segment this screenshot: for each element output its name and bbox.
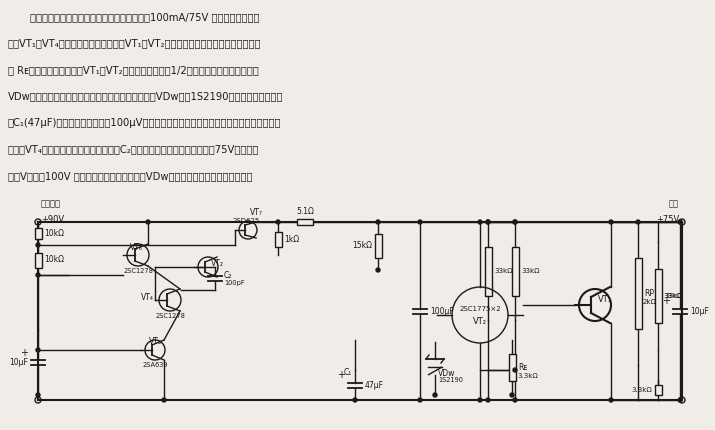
Bar [508, 354, 516, 381]
Text: 2SA639: 2SA639 [142, 362, 168, 368]
Circle shape [418, 220, 422, 224]
Circle shape [510, 393, 514, 397]
Circle shape [146, 220, 150, 224]
Text: +: + [662, 297, 670, 307]
Text: VT₇: VT₇ [250, 208, 263, 217]
Text: 容C₁(47μF)，把输出噪声抑制在100μV以下。误差放大电路的增益过大，容易产生振荡，因: 容C₁(47μF)，把输出噪声抑制在100μV以下。误差放大电路的增益过大，容易… [8, 118, 282, 128]
Circle shape [433, 393, 437, 397]
Circle shape [478, 220, 482, 224]
Text: 33kΩ: 33kΩ [521, 268, 540, 274]
Text: RP: RP [644, 289, 654, 298]
Text: 2SC1278: 2SC1278 [123, 268, 153, 274]
Text: +: + [20, 348, 28, 358]
Circle shape [486, 398, 490, 402]
Bar [297, 219, 313, 225]
Circle shape [609, 220, 613, 224]
Text: 33kΩ: 33kΩ [663, 293, 681, 299]
Bar [34, 228, 41, 239]
Text: 输入电压: 输入电压 [41, 199, 61, 208]
Polygon shape [428, 367, 442, 375]
Text: VT₂: VT₂ [473, 316, 487, 326]
Text: 1kΩ: 1kΩ [284, 235, 299, 244]
Text: 中，VT₁和VT₄构成互补差动放大器，把VT₁和VT₂的差动输出变为单端输出。发射极电: 中，VT₁和VT₄构成互补差动放大器，把VT₁和VT₂的差动输出变为单端输出。发… [8, 39, 262, 49]
Circle shape [636, 220, 640, 224]
Text: 33kΩ: 33kΩ [664, 293, 683, 299]
Text: 2SC1775×2: 2SC1775×2 [459, 306, 500, 312]
Circle shape [36, 243, 40, 247]
Circle shape [486, 220, 490, 224]
Text: 阻 Rᴇ値要这样确定，即使VT₁和VT₂的集电极电压接近1/2输出电压。基准电压稳压管: 阻 Rᴇ値要这样确定，即使VT₁和VT₂的集电极电压接近1/2输出电压。基准电压… [8, 65, 259, 75]
Text: VDᴡ: VDᴡ [438, 369, 455, 378]
Text: 100μF: 100μF [430, 307, 454, 316]
Text: VDᴡ要选用稳定度高、噪声低的稳压二极管，电路中VDᴡ采用1S2190，并在其两端并联电: VDᴡ要选用稳定度高、噪声低的稳压二极管，电路中VDᴡ采用1S2190，并在其两… [8, 92, 284, 101]
Bar [654, 269, 661, 323]
Text: 10kΩ: 10kΩ [44, 229, 64, 238]
Text: 采用互补差动放大器的稳压电源电路，是输出100mA/75V 的高压电源。电路: 采用互补差动放大器的稳压电源电路，是输出100mA/75V 的高压电源。电路 [30, 12, 260, 22]
Text: VT₄: VT₄ [141, 294, 154, 302]
Circle shape [418, 398, 422, 402]
Circle shape [678, 398, 682, 402]
Text: +90V: +90V [41, 215, 64, 224]
Circle shape [478, 398, 482, 402]
Text: VT₂: VT₂ [211, 258, 224, 267]
Text: VT₁: VT₁ [598, 295, 612, 304]
Bar [511, 246, 518, 295]
Text: 2SC1278: 2SC1278 [155, 313, 185, 319]
Text: VT₃: VT₃ [149, 337, 162, 346]
Bar [34, 252, 41, 267]
Circle shape [36, 393, 40, 397]
Circle shape [609, 398, 613, 402]
Text: 100pF: 100pF [224, 280, 245, 286]
Bar [275, 232, 282, 247]
Text: 5.1Ω: 5.1Ω [296, 207, 314, 216]
Text: 47μF: 47μF [365, 381, 384, 390]
Circle shape [486, 220, 490, 224]
Circle shape [513, 398, 517, 402]
Text: 10kΩ: 10kΩ [44, 255, 64, 264]
Circle shape [36, 348, 40, 352]
Circle shape [376, 220, 380, 224]
Bar [485, 246, 491, 295]
Text: Rᴇ: Rᴇ [518, 363, 527, 372]
Text: +: + [337, 371, 345, 381]
Text: 此、在VT₄的集电极与基极之间接入电容C₂进行相位补偶。因输出电压高达75V，所以要: 此、在VT₄的集电极与基极之间接入电容C₂进行相位补偶。因输出电压高达75V，所… [8, 144, 260, 154]
Circle shape [376, 268, 380, 272]
Text: C₁: C₁ [344, 368, 352, 377]
Text: 3.3kΩ: 3.3kΩ [517, 373, 538, 379]
Bar [634, 258, 641, 329]
Text: 选用VⳠ大于100V 的晶体管。基准电压稳压管VDᴡ的地线要靠近输出侧或者加粗。: 选用VⳠ大于100V 的晶体管。基准电压稳压管VDᴡ的地线要靠近输出侧或者加粗。 [8, 171, 252, 181]
Text: 10μF: 10μF [9, 358, 28, 367]
Text: 输出: 输出 [669, 199, 679, 208]
Circle shape [513, 368, 517, 372]
Circle shape [678, 220, 682, 224]
Text: C₂: C₂ [224, 271, 232, 280]
Text: 10μF: 10μF [690, 307, 709, 316]
Text: VT₆: VT₆ [129, 243, 142, 252]
Text: 15kΩ: 15kΩ [352, 242, 372, 251]
Text: +75V: +75V [656, 215, 679, 224]
Text: 3.3kΩ: 3.3kΩ [631, 387, 652, 393]
Text: 1S2190: 1S2190 [438, 377, 463, 383]
Circle shape [353, 398, 357, 402]
Circle shape [162, 398, 166, 402]
Circle shape [513, 220, 517, 224]
Text: 2kΩ: 2kΩ [643, 299, 657, 305]
Circle shape [513, 220, 517, 224]
Circle shape [36, 273, 40, 277]
Bar [375, 234, 382, 258]
Text: 2SD625: 2SD625 [232, 218, 260, 224]
Text: 33kΩ: 33kΩ [494, 268, 513, 274]
Bar [654, 385, 661, 395]
Circle shape [276, 220, 280, 224]
